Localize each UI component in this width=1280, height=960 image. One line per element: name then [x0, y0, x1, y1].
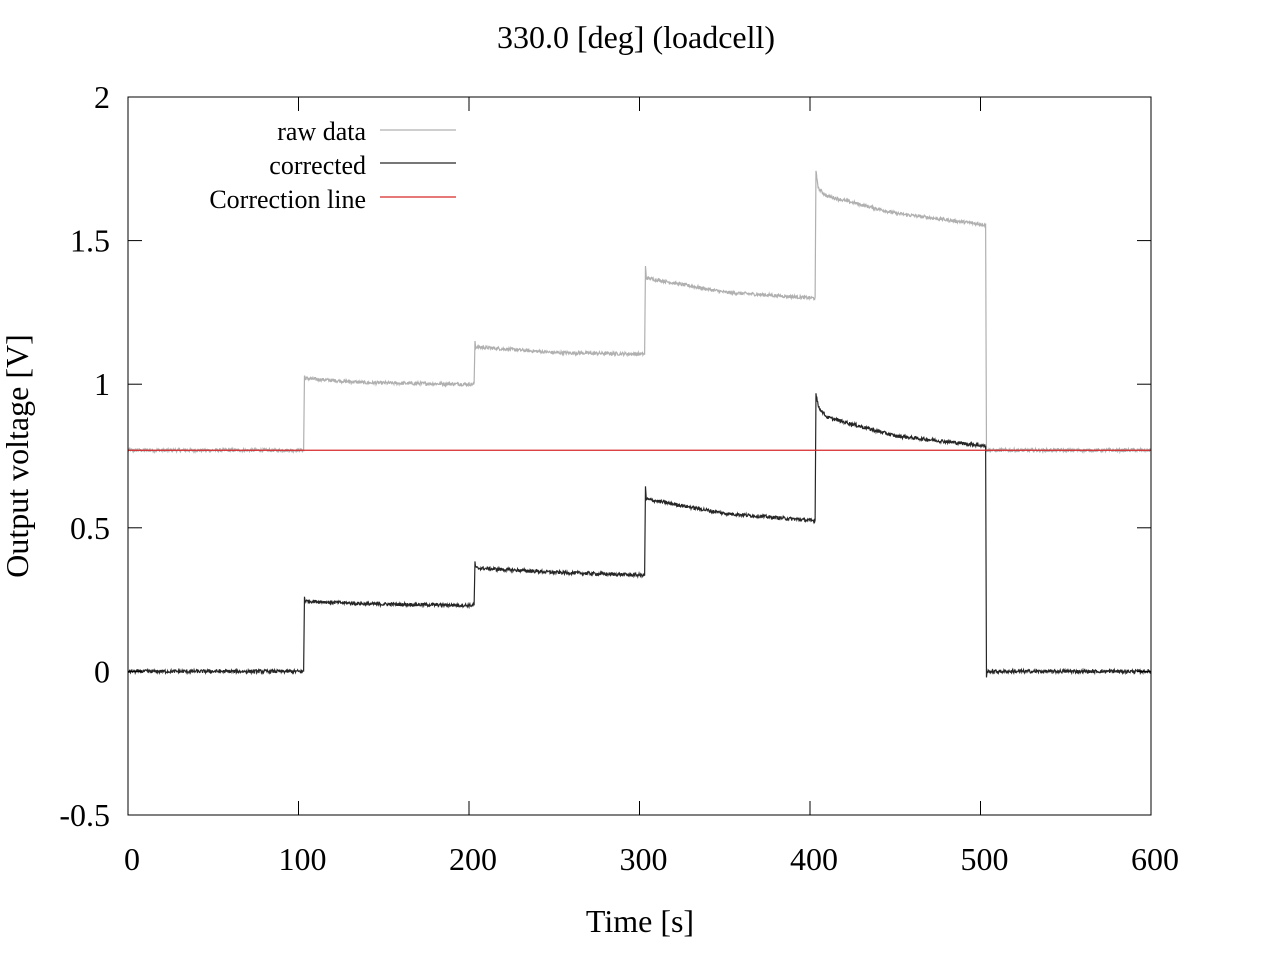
- legend-label-correction-line: Correction line: [209, 185, 366, 214]
- series-raw-data-line: [127, 170, 1152, 455]
- y-tick-label: 1: [94, 366, 110, 402]
- legend-label-corrected: corrected: [269, 151, 366, 180]
- x-tick-label: 400: [790, 841, 838, 877]
- y-tick-label: 0.5: [70, 510, 110, 546]
- y-tick-label: -0.5: [59, 797, 110, 833]
- x-tick-label: 500: [961, 841, 1009, 877]
- x-tick-label: 600: [1131, 841, 1179, 877]
- series-layer: [127, 170, 1152, 678]
- x-tick-label: 0: [124, 841, 140, 877]
- legend: raw data corrected Correction line: [209, 117, 456, 214]
- x-tick-label: 100: [279, 841, 327, 877]
- x-axis-label: Time [s]: [586, 903, 694, 939]
- x-tick-label: 300: [620, 841, 668, 877]
- y-tick-label: 1.5: [70, 223, 110, 259]
- ticks-layer: 0 100 200 300 400 500 600 -0.5 0 0.5 1 1.5 2: [59, 79, 1179, 877]
- series-corrected-line: [127, 393, 1152, 678]
- y-axis-label: Output voltage [V]: [0, 334, 35, 578]
- x-tick-label: 200: [449, 841, 497, 877]
- y-tick-label: 2: [94, 79, 110, 115]
- y-tick-label: 0: [94, 653, 110, 689]
- chart-title: 330.0 [deg] (loadcell): [497, 19, 775, 55]
- legend-label-raw-data: raw data: [277, 117, 366, 146]
